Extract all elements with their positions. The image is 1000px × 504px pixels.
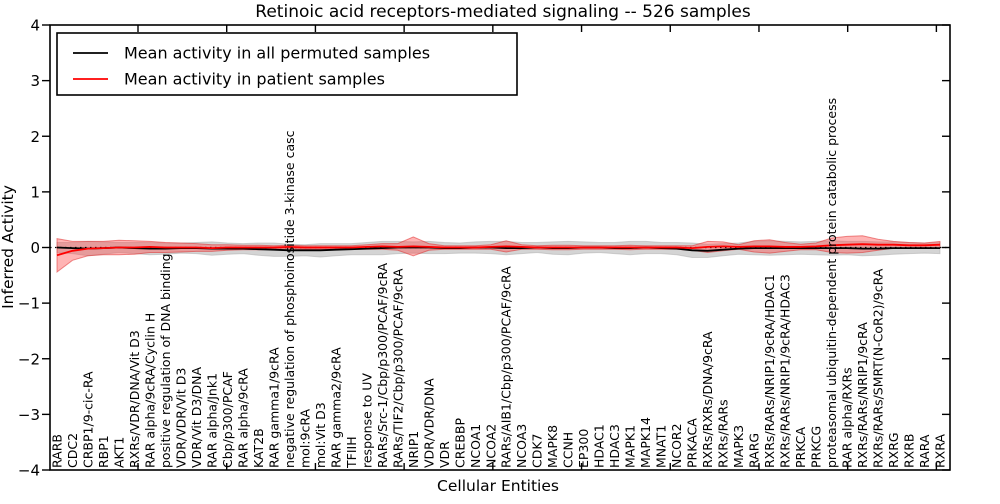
- y-tick-label: −1: [18, 295, 40, 313]
- x-tick-label: CREBBP: [452, 418, 467, 468]
- line-patient: [56, 243, 941, 257]
- legend-label-patient: Mean activity in patient samples: [124, 70, 385, 89]
- x-tick-label: RARB: [50, 434, 65, 468]
- x-tick-label: CDC2: [65, 433, 80, 468]
- x-tick-label: CCNH: [561, 432, 576, 468]
- x-tick-label: HDAC3: [607, 424, 622, 468]
- x-tick-label: proteasomal ubiquitin-dependent protein …: [824, 98, 839, 468]
- y-tick-label: −4: [18, 462, 40, 480]
- plot-area: 4 3 2 1 0 −1 −2 −3 −4 RARB CDC2 CRBP1/9-cic-RA RBP1 A…: [18, 17, 951, 480]
- x-tick-label: KAT2B: [251, 428, 266, 468]
- x-tick-label: HDAC1: [592, 424, 607, 468]
- x-tick-label: RXRs/RARs/NRIP1/9cRA/HDAC3: [778, 274, 793, 468]
- x-tick-label: NCOR2: [669, 423, 684, 468]
- x-tick-label: PRKACA: [685, 418, 700, 468]
- x-tick-label: MAPK1: [623, 425, 638, 468]
- x-tick-label: positive regulation of DNA binding: [158, 253, 173, 468]
- x-tick-label: RXRs/RARs: [716, 399, 731, 468]
- legend-box: [56, 32, 518, 96]
- x-tick-label: VDR/VDR/DNA: [421, 378, 436, 468]
- x-tick-label: RAR alpha/RXRs: [840, 367, 855, 468]
- x-tick-label: PRKCA: [793, 427, 808, 468]
- x-tick-label: RAR alpha/9cRA: [235, 368, 250, 468]
- x-tick-label: negative regulation of phosphoinositide …: [282, 130, 297, 468]
- x-tick-label: NCOA3: [514, 424, 529, 468]
- x-tick-label: RAR gamma2/9cRA: [328, 347, 343, 468]
- x-tick-label: Cbp/p300/PCAF: [220, 371, 235, 468]
- x-tick-label: MAPK14: [638, 417, 653, 468]
- x-tick-label: RXRs/RARs/SMRT(N-CoR2)/9cRA: [871, 268, 886, 468]
- legend: Mean activity in all permuted samples Me…: [56, 32, 518, 96]
- x-tick-label: RARs/Src-1/Cbp/p300/PCAF/9cRA: [375, 262, 390, 468]
- band-permuted: [56, 240, 941, 258]
- x-tick-label: VDR/VDR/Vit D3: [173, 368, 188, 468]
- x-tick-label: RXRs/RARs/NRIP1/9cRA/HDAC1: [762, 274, 777, 468]
- x-tick-label: RAR alpha/Jnk1: [204, 373, 219, 468]
- x-tick-label: CDK7: [530, 433, 545, 468]
- x-tick-label: RXRs/RARs/NRIP1/9cRA: [855, 322, 870, 468]
- chart-title: Retinoic acid receptors-mediated signali…: [255, 2, 751, 22]
- x-tick-label: RARG: [747, 433, 762, 468]
- legend-label-permuted: Mean activity in all permuted samples: [124, 44, 430, 63]
- x-tick-label: RARs/AIB1/Cbp/p300/PCAF/9cRA: [499, 266, 514, 468]
- x-tick-label: RXRs/VDR/DNA/Vit D3: [127, 330, 142, 468]
- x-tick-label: mol:Vit D3: [313, 402, 328, 468]
- y-tick-label: −2: [18, 350, 40, 368]
- y-axis-label: Inferred Activity: [0, 185, 17, 309]
- x-tick-label: RAR alpha/9cRA/Cyclin H: [142, 313, 157, 468]
- y-tick-label: 2: [30, 128, 40, 146]
- x-tick-label: NRIP1: [406, 431, 421, 468]
- x-tick-label: RAR gamma1/9cRA: [266, 347, 281, 468]
- x-tick-label: NCOA2: [483, 424, 498, 468]
- x-tick-label: PRKCG: [809, 426, 824, 468]
- x-tick-label: NCOA1: [468, 424, 483, 468]
- y-tick-label: −3: [18, 406, 40, 424]
- x-tick-label: VDR/Vit D3/DNA: [189, 367, 204, 468]
- x-tick-label: RARA: [917, 434, 932, 468]
- y-tick-label: 1: [30, 183, 40, 201]
- y-tick-label: 3: [30, 72, 40, 90]
- x-tick-label: MNAT1: [654, 425, 669, 468]
- x-tick-label: RXRs/RXRs/DNA/9cRA: [700, 331, 715, 468]
- x-axis-label: Cellular Entities: [437, 477, 559, 495]
- x-tick-label: RXRA: [933, 434, 948, 468]
- x-tick-label: mol:9cRA: [297, 408, 312, 468]
- x-tick-label: RXRG: [886, 432, 901, 468]
- x-tick-label: RBP1: [96, 435, 111, 468]
- y-tick-label: 4: [30, 17, 40, 35]
- x-tick-label: response to UV: [359, 373, 374, 468]
- x-tick-label: MAPK8: [545, 425, 560, 468]
- x-tick-label: RARs/TIF2/Cbp/p300/PCAF/9cRA: [390, 268, 405, 468]
- x-tick-label: EP300: [576, 429, 591, 468]
- y-tick-label: 0: [30, 239, 40, 257]
- x-tick-label: RXRB: [902, 433, 917, 468]
- x-tick-label: AKT1: [112, 437, 127, 468]
- x-tick-label: VDR: [437, 441, 452, 468]
- x-tick-label: TFIIH: [344, 436, 359, 469]
- x-tick-label: CRBP1/9-cic-RA: [81, 371, 96, 468]
- x-tick-label: MAPK3: [731, 425, 746, 468]
